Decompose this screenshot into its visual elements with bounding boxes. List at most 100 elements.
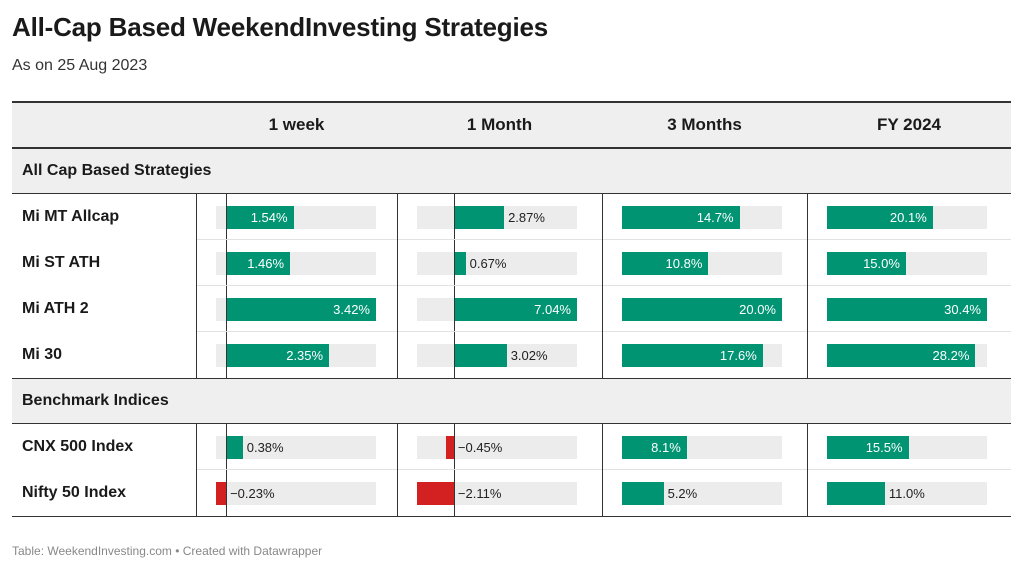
table-row: Mi ST ATH 1.46% 0.67% 10.8% 15.0% [12,240,1011,286]
page-title: All-Cap Based WeekendInvesting Strategie… [12,12,549,42]
bar-value-label: 11.0% [888,486,925,501]
data-bar [453,298,577,321]
table-header-rule [12,147,1011,149]
table-row: Nifty 50 Index −0.23% −2.11% 5.2% 11.0% [12,470,1011,516]
data-bar [827,206,933,229]
bar-value-label: 2.87% [508,210,545,225]
column-divider [602,194,603,378]
data-bar [622,436,687,459]
row-label: Mi ATH 2 [22,300,89,317]
table-row: Mi ATH 2 3.42% 7.04% 20.0% 30.4% [12,286,1011,332]
bar-value-label: 0.67% [469,256,507,271]
column-divider [602,424,603,516]
bar-track [417,482,577,505]
bar-value-label: 14.7% [696,210,734,225]
table-row: Mi MT Allcap 1.54% 2.87% 14.7% 20.1% [12,194,1011,240]
table-row: CNX 500 Index 0.38% −0.45% 8.1% 15.5% [12,424,1011,470]
column-header: 3 Months [667,115,742,134]
column-header: 1 week [268,115,325,134]
bar-value-label: 28.2% [932,348,970,363]
bar-track [216,482,376,505]
bar-value-label: 1.46% [247,256,285,271]
page-subtitle: As on 25 Aug 2023 [12,57,148,74]
zero-axis-line [226,470,228,516]
zero-axis-line [453,332,455,378]
row-label: Nifty 50 Index [22,484,127,501]
data-bar [622,206,740,229]
bar-value-label: 0.38% [246,440,284,455]
data-bar [446,436,454,459]
row-label: Mi 30 [22,346,63,363]
row-label: Mi MT Allcap [22,208,120,225]
row-divider [196,239,1011,240]
zero-axis-line [226,286,228,332]
bar-value-label: 10.8% [665,256,703,271]
bar-value-label: 5.2% [667,486,698,501]
data-bar [453,206,505,229]
bar-value-label: 30.4% [944,302,981,317]
group-label: All Cap Based Strategies [22,162,212,179]
data-bar [622,482,664,505]
group-rule [12,193,1011,194]
zero-axis-line [453,286,455,332]
bar-value-label: 3.02% [510,348,548,363]
zero-axis-line [226,424,228,470]
zero-axis-line [226,332,228,378]
bar-track [216,436,376,459]
data-bar [827,252,906,275]
data-bar [827,298,987,321]
data-bar [827,436,909,459]
zero-axis-line [226,194,228,240]
bar-value-label: 17.6% [719,348,757,363]
bar-value-label: 1.54% [250,210,288,225]
group-bottom-rule [12,516,1011,517]
table-top-rule [12,101,1011,103]
column-divider [807,424,808,516]
bar-track [417,436,577,459]
data-bar [226,344,330,367]
zero-axis-line [453,470,455,516]
column-divider [196,424,197,516]
row-divider [196,469,1011,470]
group-label: Benchmark Indices [22,392,169,409]
data-bar [622,252,709,275]
bar-value-label: 2.35% [286,348,324,363]
zero-axis-line [226,240,228,286]
bar-value-label: −0.45% [457,440,503,455]
group-bottom-rule [12,378,1011,379]
bar-value-label: 20.1% [889,210,927,225]
row-divider [196,285,1011,286]
bar-value-label: 20.0% [739,302,776,317]
column-divider [397,424,398,516]
group-header-row: All Cap Based Strategies [12,149,1011,193]
data-bar [453,252,466,275]
column-divider [397,194,398,378]
data-bar [622,298,782,321]
data-bar [226,436,243,459]
data-bar [216,482,227,505]
zero-axis-line [453,194,455,240]
data-bar [827,482,885,505]
bar-value-label: 7.04% [534,302,571,317]
bar-value-label: 8.1% [651,440,681,455]
bar-value-label: −2.11% [457,486,502,501]
column-divider [807,194,808,378]
data-bar [827,344,976,367]
bar-value-label: 3.42% [333,302,370,317]
group-header-row: Benchmark Indices [12,379,1011,423]
data-bar [226,298,376,321]
group-rule [12,423,1011,424]
bar-value-label: 15.5% [865,440,903,455]
column-header: FY 2024 [877,115,941,134]
table-header-row: 1 week 1 Month 3 Months FY 2024 [12,103,1011,147]
column-header: 1 Month [466,115,533,134]
data-bar [622,344,763,367]
data-bar [417,482,454,505]
zero-axis-line [453,424,455,470]
table-row: Mi 30 2.35% 3.02% 17.6% 28.2% [12,332,1011,378]
column-divider [196,194,197,378]
bar-value-label: −0.23% [230,486,275,501]
bar-value-label: 15.0% [863,256,900,271]
data-bar [226,252,291,275]
data-bar [453,344,507,367]
